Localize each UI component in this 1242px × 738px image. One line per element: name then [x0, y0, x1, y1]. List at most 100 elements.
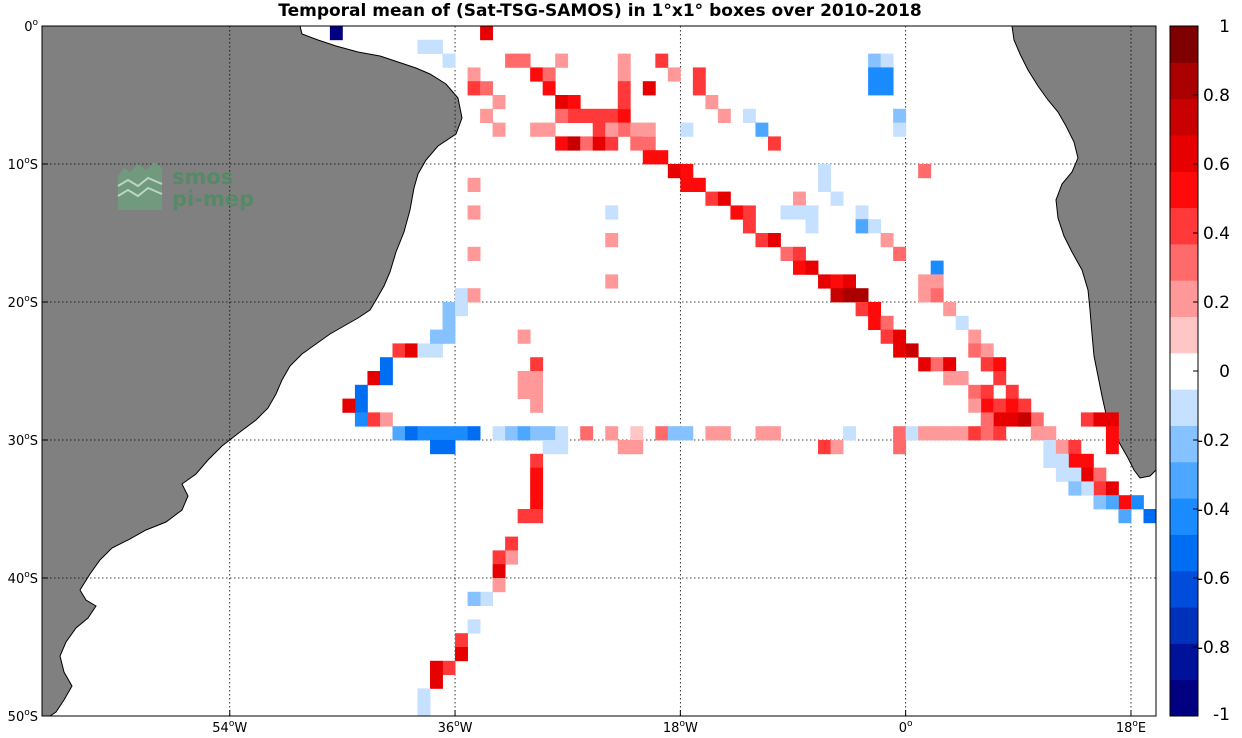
data-cell [542, 67, 556, 82]
data-cell [517, 329, 531, 344]
data-cell [329, 26, 343, 41]
data-cell [492, 122, 506, 137]
data-cell [893, 246, 907, 261]
data-cell [755, 122, 769, 137]
data-cell [442, 53, 456, 68]
data-cell [843, 274, 856, 289]
data-cell [918, 164, 932, 179]
data-cell [705, 191, 719, 206]
colorbar-segment [1170, 425, 1198, 463]
data-cell [993, 398, 1007, 413]
data-cell [392, 426, 406, 441]
colorbar-segment [1170, 62, 1198, 100]
data-cell [667, 67, 681, 82]
data-cell [930, 260, 944, 275]
data-cell [1005, 412, 1019, 427]
colorbar-tick-label: -0.6 [1197, 569, 1230, 589]
data-cell [930, 274, 944, 289]
data-cell [492, 550, 506, 565]
lat-tick-label: 20oS [8, 294, 38, 311]
data-cell [880, 81, 894, 96]
data-cell [943, 302, 957, 317]
data-cell [630, 122, 644, 137]
data-cell [680, 426, 694, 441]
data-cell [968, 329, 982, 344]
data-cell [755, 426, 769, 441]
data-cell [918, 274, 932, 289]
data-cell [530, 398, 544, 413]
data-cell [455, 426, 468, 441]
colorbar-segment [1170, 171, 1198, 209]
lon-tick-label: 18oE [1116, 719, 1146, 736]
data-cell [868, 302, 882, 317]
data-cell [905, 343, 919, 358]
data-cell [455, 647, 468, 662]
data-cell [955, 371, 969, 386]
data-cell [467, 205, 481, 220]
data-cell [1068, 440, 1082, 455]
data-cell [467, 67, 481, 82]
colorbar-segment [1170, 534, 1198, 572]
data-cell [843, 288, 856, 303]
map-title: Temporal mean of (Sat-TSG-SAMOS) in 1°x1… [278, 1, 922, 21]
colorbar-segment [1170, 643, 1198, 681]
lon-tick-label: 18oW [663, 719, 698, 736]
data-cell [555, 136, 569, 151]
data-cell [1018, 412, 1032, 427]
data-cell [993, 357, 1007, 372]
data-cell [1018, 398, 1032, 413]
data-cell [818, 177, 831, 192]
data-cell [1030, 426, 1044, 441]
data-cell [617, 53, 631, 68]
data-cell [442, 315, 456, 330]
data-cell [893, 108, 907, 123]
data-cell [442, 329, 456, 344]
smos-pi-mep-logo: smos pi-mep [117, 162, 254, 211]
data-cell [980, 412, 994, 427]
data-cell [555, 95, 569, 110]
data-cell [592, 108, 606, 123]
data-cell [530, 357, 544, 372]
data-cell [367, 371, 381, 386]
data-cell [592, 122, 606, 137]
data-cell [555, 53, 569, 68]
data-cell [417, 688, 431, 703]
data-cell [767, 233, 781, 248]
data-cell [893, 440, 907, 455]
data-cell [404, 426, 418, 441]
data-cell [742, 205, 756, 220]
colorbar-tick-label: 0.6 [1203, 155, 1230, 175]
data-cell [855, 288, 869, 303]
data-cell [442, 302, 456, 317]
colorbar-segment [1170, 461, 1198, 499]
data-cell [1043, 440, 1057, 455]
data-cell [542, 440, 556, 455]
data-cell [542, 81, 556, 96]
data-cell [730, 205, 744, 220]
data-cell [530, 426, 544, 441]
data-cell [705, 95, 719, 110]
colorbar-segment [1170, 679, 1198, 717]
data-cell [1093, 412, 1107, 427]
data-cell [1068, 467, 1082, 482]
colorbar-tick-label: -0.4 [1197, 500, 1230, 520]
data-cell [417, 702, 431, 716]
data-cell [455, 288, 468, 303]
data-cell [918, 426, 932, 441]
data-cell [430, 674, 443, 689]
africa-landmass [1011, 26, 1156, 479]
data-cell [379, 371, 393, 386]
data-cell [517, 384, 531, 399]
data-cell [1005, 384, 1019, 399]
lat-tick-label: 30oS [8, 432, 38, 449]
data-cell [993, 426, 1007, 441]
data-cell [868, 315, 882, 330]
data-cell [605, 233, 619, 248]
graticule [42, 26, 1156, 716]
data-cell [855, 302, 869, 317]
data-cell [1055, 453, 1069, 468]
data-cell [943, 426, 957, 441]
data-cell [1130, 495, 1144, 510]
data-cell [918, 288, 932, 303]
lat-tick-label: 40oS [8, 570, 38, 587]
